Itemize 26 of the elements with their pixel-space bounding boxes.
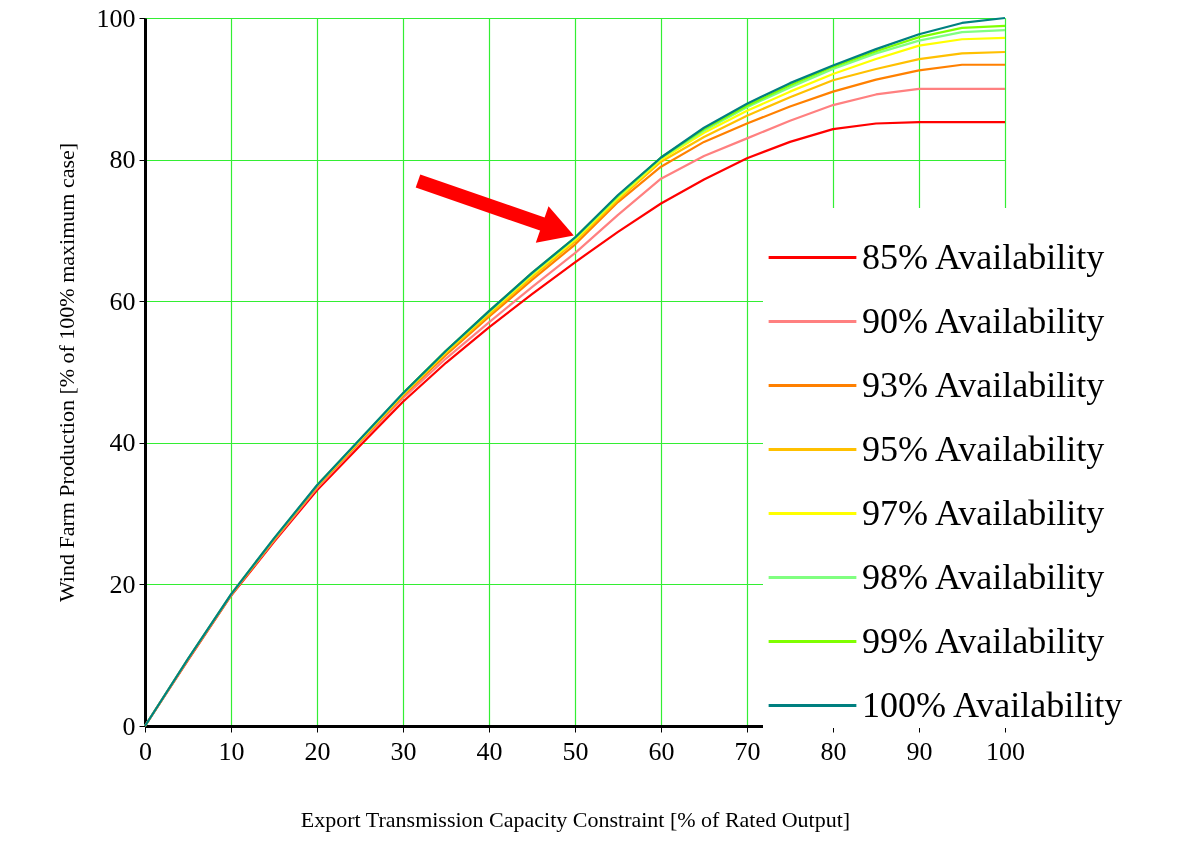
x-tick-label: 70 [734,736,761,766]
legend-label: 97% Availability [862,492,1105,533]
legend-label: 93% Availability [862,364,1105,405]
legend-label: 98% Availability [862,556,1105,597]
x-tick-label: 80 [820,736,847,766]
legend-label: 85% Availability [862,236,1105,277]
x-tick-label: 60 [648,736,675,766]
y-tick-label: 100 [96,3,136,33]
y-tick-label: 60 [109,286,136,316]
y-axis-title: Wind Farm Production [% of 100% maximum case] [53,142,79,603]
y-tick-label: 80 [109,145,136,175]
legend-label: 90% Availability [862,300,1105,341]
x-tick-label: 100 [986,736,1025,766]
x-tick-label: 50 [562,736,589,766]
y-tick-label: 40 [109,428,136,458]
x-tick-label: 90 [906,736,933,766]
legend-label: 99% Availability [862,620,1105,661]
x-axis-title: Export Transmission Capacity Constraint [% of Rated Output] [300,806,851,832]
y-tick-label: 20 [109,569,136,599]
x-tick-label: 30 [390,736,417,766]
legend-label: 100% Availability [862,684,1123,725]
legend-label: 95% Availability [862,428,1105,469]
x-tick-label: 20 [304,736,331,766]
y-tick-label: 0 [122,711,136,741]
x-tick-label: 40 [476,736,503,766]
x-tick-label: 10 [218,736,245,766]
